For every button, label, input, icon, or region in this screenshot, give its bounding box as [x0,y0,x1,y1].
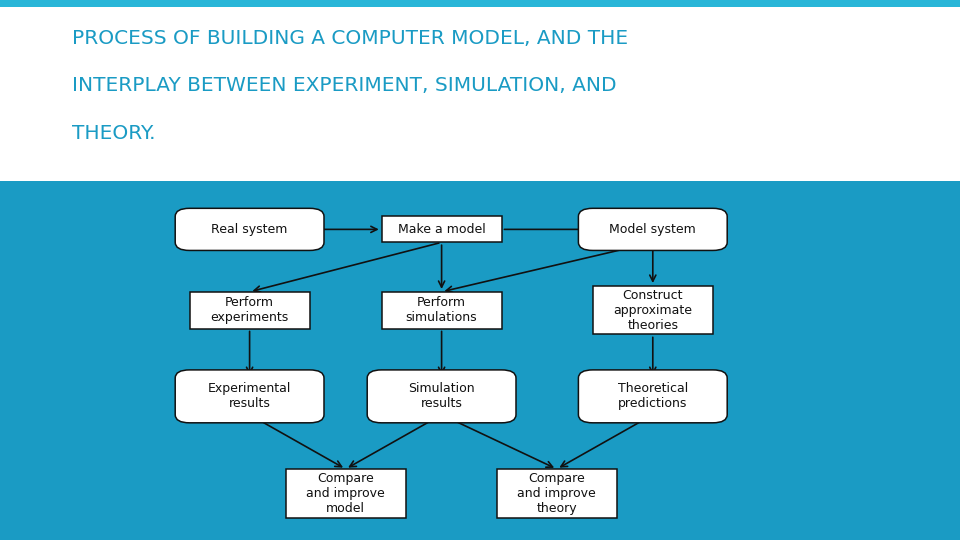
FancyBboxPatch shape [382,217,501,242]
Bar [0,181,960,540]
FancyBboxPatch shape [190,292,309,328]
FancyBboxPatch shape [175,208,324,251]
Text: Construct
approximate
theories: Construct approximate theories [613,289,692,332]
FancyBboxPatch shape [497,469,616,518]
FancyBboxPatch shape [578,208,728,251]
FancyBboxPatch shape [593,286,712,334]
Text: Real system: Real system [211,223,288,236]
FancyBboxPatch shape [382,292,501,328]
Text: THEORY.: THEORY. [72,124,156,143]
Bar [0,0,960,7]
FancyBboxPatch shape [175,370,324,423]
FancyBboxPatch shape [578,370,728,423]
Text: Make a model: Make a model [397,223,486,236]
Text: Model system: Model system [610,223,696,236]
Text: Experimental
results: Experimental results [208,382,291,410]
Text: Compare
and improve
theory: Compare and improve theory [517,472,596,515]
Text: INTERPLAY BETWEEN EXPERIMENT, SIMULATION, AND: INTERPLAY BETWEEN EXPERIMENT, SIMULATION… [72,76,616,95]
Text: Simulation
results: Simulation results [408,382,475,410]
Text: Perform
experiments: Perform experiments [210,296,289,324]
Text: Theoretical
predictions: Theoretical predictions [617,382,688,410]
Text: Compare
and improve
model: Compare and improve model [306,472,385,515]
Text: PROCESS OF BUILDING A COMPUTER MODEL, AND THE: PROCESS OF BUILDING A COMPUTER MODEL, AN… [72,29,628,48]
FancyBboxPatch shape [286,469,405,518]
FancyBboxPatch shape [367,370,516,423]
Bar [0,0,960,181]
Text: Perform
simulations: Perform simulations [406,296,477,324]
